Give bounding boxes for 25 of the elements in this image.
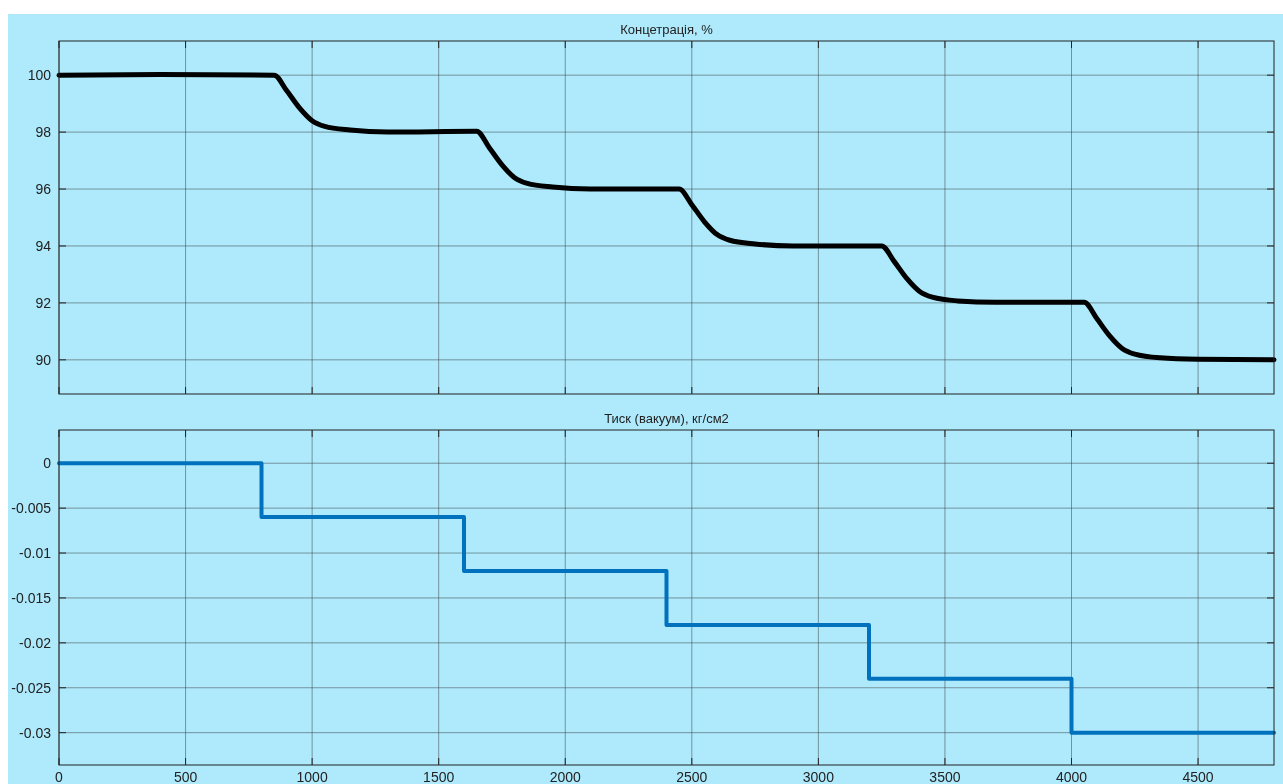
chart-title: Концетрація, % — [620, 22, 714, 37]
y-tick-label: -0.025 — [11, 679, 52, 696]
y-tick-label: -0.005 — [11, 500, 52, 517]
y-tick-label: 96 — [35, 181, 52, 198]
x-tick-label: 0 — [55, 769, 64, 784]
y-tick-label: -0.015 — [11, 589, 52, 606]
y-tick-label: 90 — [35, 351, 52, 368]
y-tick-label: 94 — [35, 237, 52, 254]
x-tick-label: 2000 — [549, 769, 582, 784]
chart-title: Тиск (вакуум), кг/см2 — [604, 411, 729, 426]
y-tick-label: 98 — [35, 124, 52, 141]
y-tick-label: 92 — [35, 294, 52, 311]
y-tick-label: 0 — [43, 455, 52, 472]
y-tick-label: -0.01 — [19, 545, 52, 562]
y-tick-label: -0.02 — [19, 634, 52, 651]
x-tick-label: 3500 — [929, 769, 961, 784]
x-tick-label: 1500 — [423, 769, 455, 784]
y-tick-label: -0.03 — [19, 724, 52, 741]
x-tick-label: 1000 — [296, 769, 328, 784]
y-tick-label: 100 — [27, 67, 52, 84]
x-tick-label: 2500 — [676, 769, 708, 784]
x-tick-label: 4000 — [1055, 769, 1088, 784]
x-tick-label: 500 — [173, 769, 198, 784]
x-tick-label: 3000 — [802, 769, 835, 784]
x-tick-label: 4500 — [1182, 769, 1214, 784]
